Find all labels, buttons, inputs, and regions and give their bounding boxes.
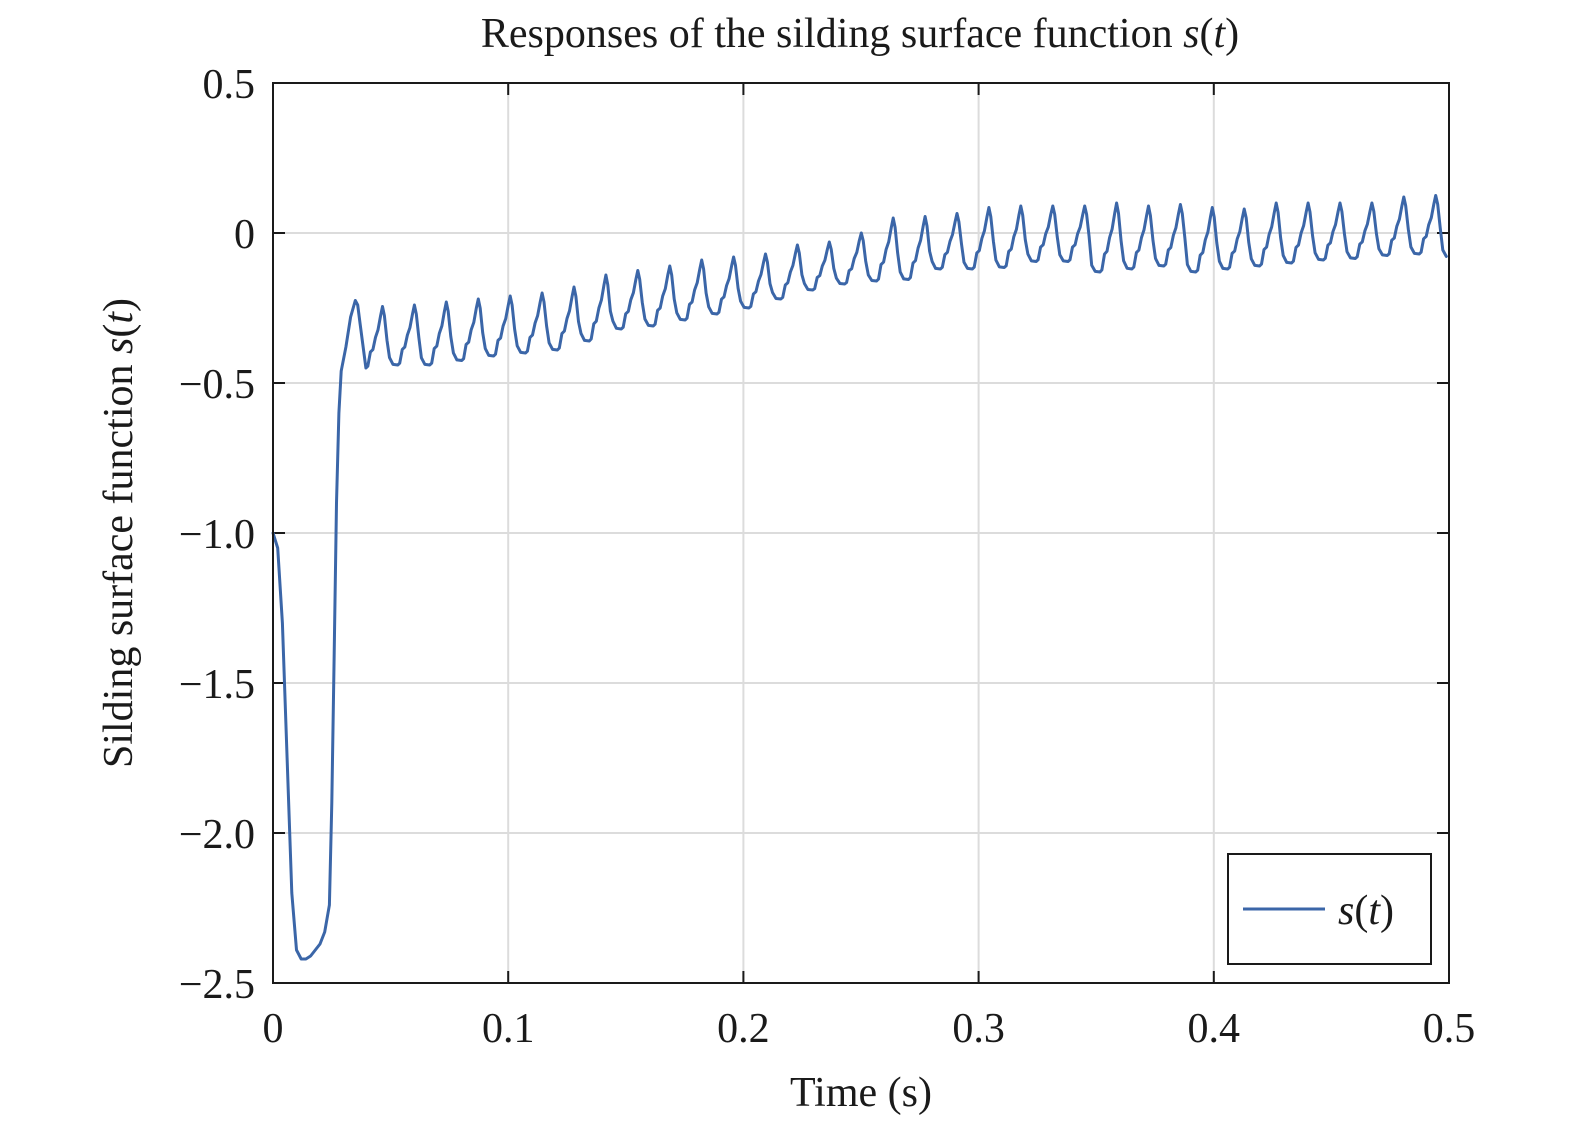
y-tick-label: −0.5	[179, 362, 255, 408]
y-tick-label: −2.0	[179, 812, 255, 858]
series-line-s-t	[271, 194, 1448, 961]
chart-title: Responses of the silding surface functio…	[481, 11, 1239, 57]
y-tick-labels: 0.5 0 −0.5 −1.0 −1.5 −2.0 −2.5	[179, 62, 255, 1008]
y-tick-label: −1.0	[179, 512, 255, 558]
x-tick-label: 0.4	[1188, 1006, 1241, 1052]
x-tick-label: 0.1	[482, 1006, 535, 1052]
y-tick-label: −2.5	[179, 962, 255, 1008]
y-axis-label: Silding surface function s(t)	[96, 298, 142, 768]
plot-frame	[272, 82, 1450, 984]
x-tick-label: 0	[263, 1006, 284, 1052]
x-tick-label: 0.2	[717, 1006, 770, 1052]
y-tick-label: 0.5	[203, 62, 256, 108]
x-tick-label: 0.3	[952, 1006, 1005, 1052]
x-tick-label: 0.5	[1423, 1006, 1476, 1052]
y-tick-label: −1.5	[179, 662, 255, 708]
x-tick-labels: 0 0.1 0.2 0.3 0.4 0.5	[263, 1006, 1476, 1052]
y-tick-label: 0	[234, 212, 255, 258]
legend: s(t)	[1227, 853, 1432, 965]
x-axis-label: Time (s)	[790, 1070, 932, 1116]
legend-label: s(t)	[1338, 888, 1394, 934]
